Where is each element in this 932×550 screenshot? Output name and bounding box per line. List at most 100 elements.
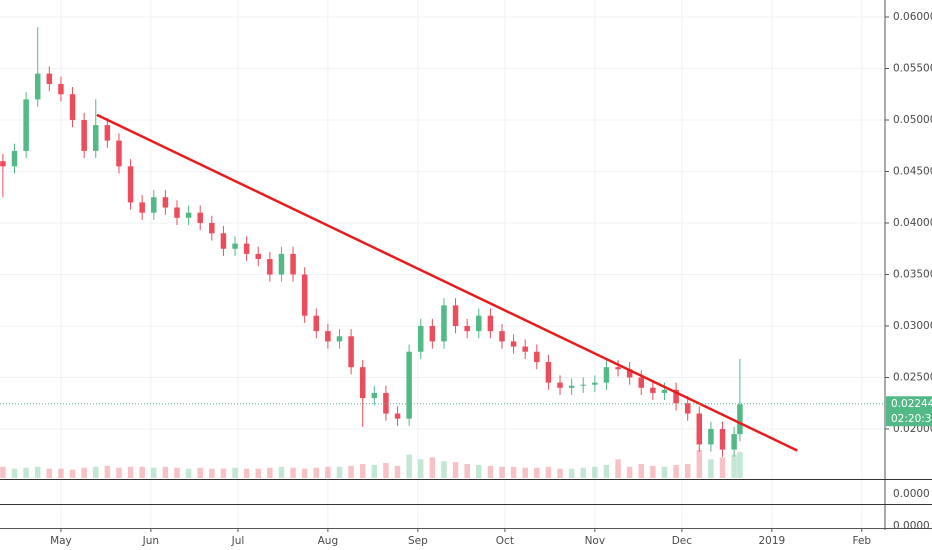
candle-body — [476, 315, 482, 332]
volume-bar — [406, 454, 412, 478]
candle-body — [336, 336, 343, 342]
volume-bar — [534, 467, 540, 478]
volume-bar — [522, 467, 528, 478]
candle-body — [580, 384, 586, 386]
volume-bar — [336, 466, 343, 478]
candle-body — [104, 125, 111, 141]
countdown-label: 02:20:30 — [891, 413, 932, 425]
candle-body — [464, 325, 470, 332]
x-tick-label: Feb — [852, 535, 871, 547]
candle-body — [46, 73, 53, 84]
y-tick-label: 0.045000 — [893, 165, 932, 177]
volume-bar — [174, 467, 180, 478]
candle-body — [11, 150, 18, 167]
volume-bar — [162, 466, 169, 478]
y-tick-label: 0.055000 — [893, 62, 932, 74]
candle-body — [737, 404, 743, 435]
candle-body — [290, 253, 296, 275]
candle-body — [301, 274, 308, 316]
candle-body — [174, 207, 180, 218]
volume-bar — [290, 467, 296, 478]
volume-bar — [104, 465, 111, 478]
volume-bar — [476, 464, 482, 478]
volume-bar — [464, 464, 470, 478]
candle-body — [452, 305, 459, 326]
volume-bar — [452, 462, 459, 478]
volume-bar — [661, 466, 668, 478]
volume-bar — [69, 469, 76, 478]
last-price-label: 0.022449 — [891, 398, 932, 410]
volume-bar — [708, 459, 714, 478]
candle-body — [487, 315, 494, 332]
volume-bar — [209, 468, 215, 478]
volume-bar — [232, 467, 238, 478]
x-tick-label: Nov — [585, 535, 606, 547]
x-tick-label: Jun — [142, 535, 159, 547]
candle-body — [696, 413, 703, 445]
x-tick-label: Sep — [408, 535, 428, 547]
volume-bar — [580, 467, 586, 478]
candle-body — [278, 253, 285, 275]
candle-body — [626, 369, 633, 378]
volume-bar — [313, 467, 320, 478]
y-tick-label: 0.035000 — [893, 268, 932, 280]
candle-body — [0, 161, 6, 167]
candle-body — [185, 212, 192, 218]
volume-bar — [0, 466, 6, 478]
volume-bar — [197, 467, 203, 478]
pane-label: 0.0000 — [893, 520, 930, 532]
candle-body — [731, 434, 737, 450]
volume-bar — [383, 463, 389, 478]
volume-bar — [626, 466, 633, 478]
candle-body — [394, 413, 401, 419]
candle-body — [545, 362, 552, 383]
volume-bar — [185, 468, 192, 478]
volume-bar — [34, 466, 41, 478]
volume-bar — [673, 464, 679, 478]
candle-body — [232, 243, 238, 249]
volume-bar — [737, 451, 743, 478]
volume-bar — [116, 467, 122, 478]
candle-body — [592, 382, 598, 385]
last-price-box — [886, 396, 932, 427]
candle-body — [661, 389, 668, 393]
volume-bar — [429, 457, 436, 478]
volume-bar — [719, 457, 726, 478]
x-tick-label: Dec — [672, 535, 693, 547]
candle-body — [417, 325, 424, 352]
trendline — [96, 113, 798, 452]
candle-body — [603, 367, 610, 383]
candle-body — [510, 341, 517, 347]
candle-body — [81, 119, 87, 151]
candle-body — [441, 305, 447, 342]
candle-body — [499, 331, 505, 342]
volume-bar — [267, 467, 273, 478]
x-tick-label: Aug — [318, 535, 339, 547]
candle-body — [127, 166, 134, 203]
candle-body — [220, 233, 227, 249]
candle-body — [638, 377, 645, 388]
y-tick-label: 0.040000 — [893, 217, 932, 229]
volume-bar — [255, 468, 261, 478]
candle-body — [325, 331, 331, 342]
candle-body — [383, 392, 389, 414]
candle-body — [313, 315, 320, 332]
candle-body — [719, 428, 726, 450]
volume-bar — [325, 466, 331, 478]
y-tick-label: 0.025000 — [893, 371, 932, 383]
candle-body — [267, 259, 273, 275]
candle-body — [708, 428, 714, 445]
volume-bar — [684, 464, 691, 478]
volume-bar — [731, 454, 737, 478]
volume-bar — [615, 459, 621, 478]
volume-bar — [220, 468, 227, 478]
candle-body — [429, 325, 436, 342]
volume-bar — [545, 466, 552, 478]
candle-body — [255, 253, 261, 260]
candle-body — [371, 392, 378, 399]
volume-bar — [243, 468, 250, 478]
y-tick-label: 0.060000 — [893, 11, 932, 23]
volume-bar — [499, 466, 505, 478]
